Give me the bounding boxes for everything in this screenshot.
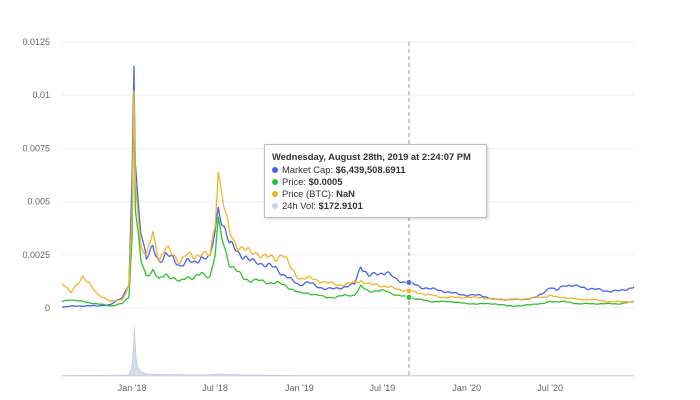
tooltip-title: Wednesday, August 28th, 2019 at 2:24:07 …	[272, 151, 471, 162]
tooltip-value: $6,439,508.6911	[335, 164, 406, 175]
market-cap-line	[61, 65, 635, 308]
series-layer	[61, 65, 635, 308]
volume-area	[61, 326, 635, 377]
x-tick-label: Jul '18	[202, 383, 228, 393]
tooltip-value: $0.0005	[308, 176, 343, 187]
tooltip-label: Price:	[282, 176, 306, 187]
tooltip-row-volume: 24h Vol: $172.9101	[272, 200, 479, 212]
y-tick-label: 0.0075	[22, 143, 50, 153]
price-hover-marker	[405, 293, 413, 301]
x-tick-label: Jul '19	[370, 383, 396, 393]
x-tick-label: Jul '20	[537, 383, 563, 393]
market-cap-dot-icon	[272, 167, 278, 173]
market-cap-hover-marker	[405, 278, 413, 286]
tooltip-row-price-btc: Price (BTC): NaN	[272, 188, 479, 200]
y-tick-label: 0	[45, 303, 50, 313]
tooltip-label: Price (BTC):	[282, 188, 334, 199]
price-dot-icon	[272, 179, 278, 185]
price-btc-dot-icon	[272, 191, 278, 197]
hover-tooltip: Wednesday, August 28th, 2019 at 2:24:07 …	[264, 144, 487, 218]
tooltip-row-market-cap: Market Cap: $6,439,508.6911	[272, 164, 479, 176]
x-axis-ticks: Jan '18 Jul '18 Jan '19 Jul '19 Jan '20 Jul '…	[118, 383, 563, 393]
price-btc-line	[61, 90, 635, 303]
hover-markers	[405, 278, 413, 301]
x-tick-label: Jan '20	[452, 383, 481, 393]
y-axis-ticks: 0.0125 0.01 0.0075 0.005 0.0025 0	[22, 37, 50, 313]
volume-layer	[61, 326, 635, 377]
tooltip-value: $172.9101	[318, 200, 363, 211]
volume-dot-icon	[272, 203, 278, 209]
tooltip-row-price: Price: $0.0005	[272, 176, 479, 188]
price-btc-hover-marker	[405, 287, 413, 295]
x-tick-label: Jan '19	[285, 383, 314, 393]
tooltip-value: NaN	[336, 188, 355, 199]
x-tick-label: Jan '18	[118, 383, 147, 393]
y-tick-label: 0.0025	[22, 250, 50, 260]
y-tick-label: 0.005	[27, 197, 50, 207]
tooltip-label: Market Cap:	[282, 164, 334, 175]
y-tick-label: 0.0125	[22, 37, 50, 47]
tooltip-label: 24h Vol:	[282, 200, 316, 211]
price-line	[61, 90, 635, 307]
y-tick-label: 0.01	[32, 90, 50, 100]
